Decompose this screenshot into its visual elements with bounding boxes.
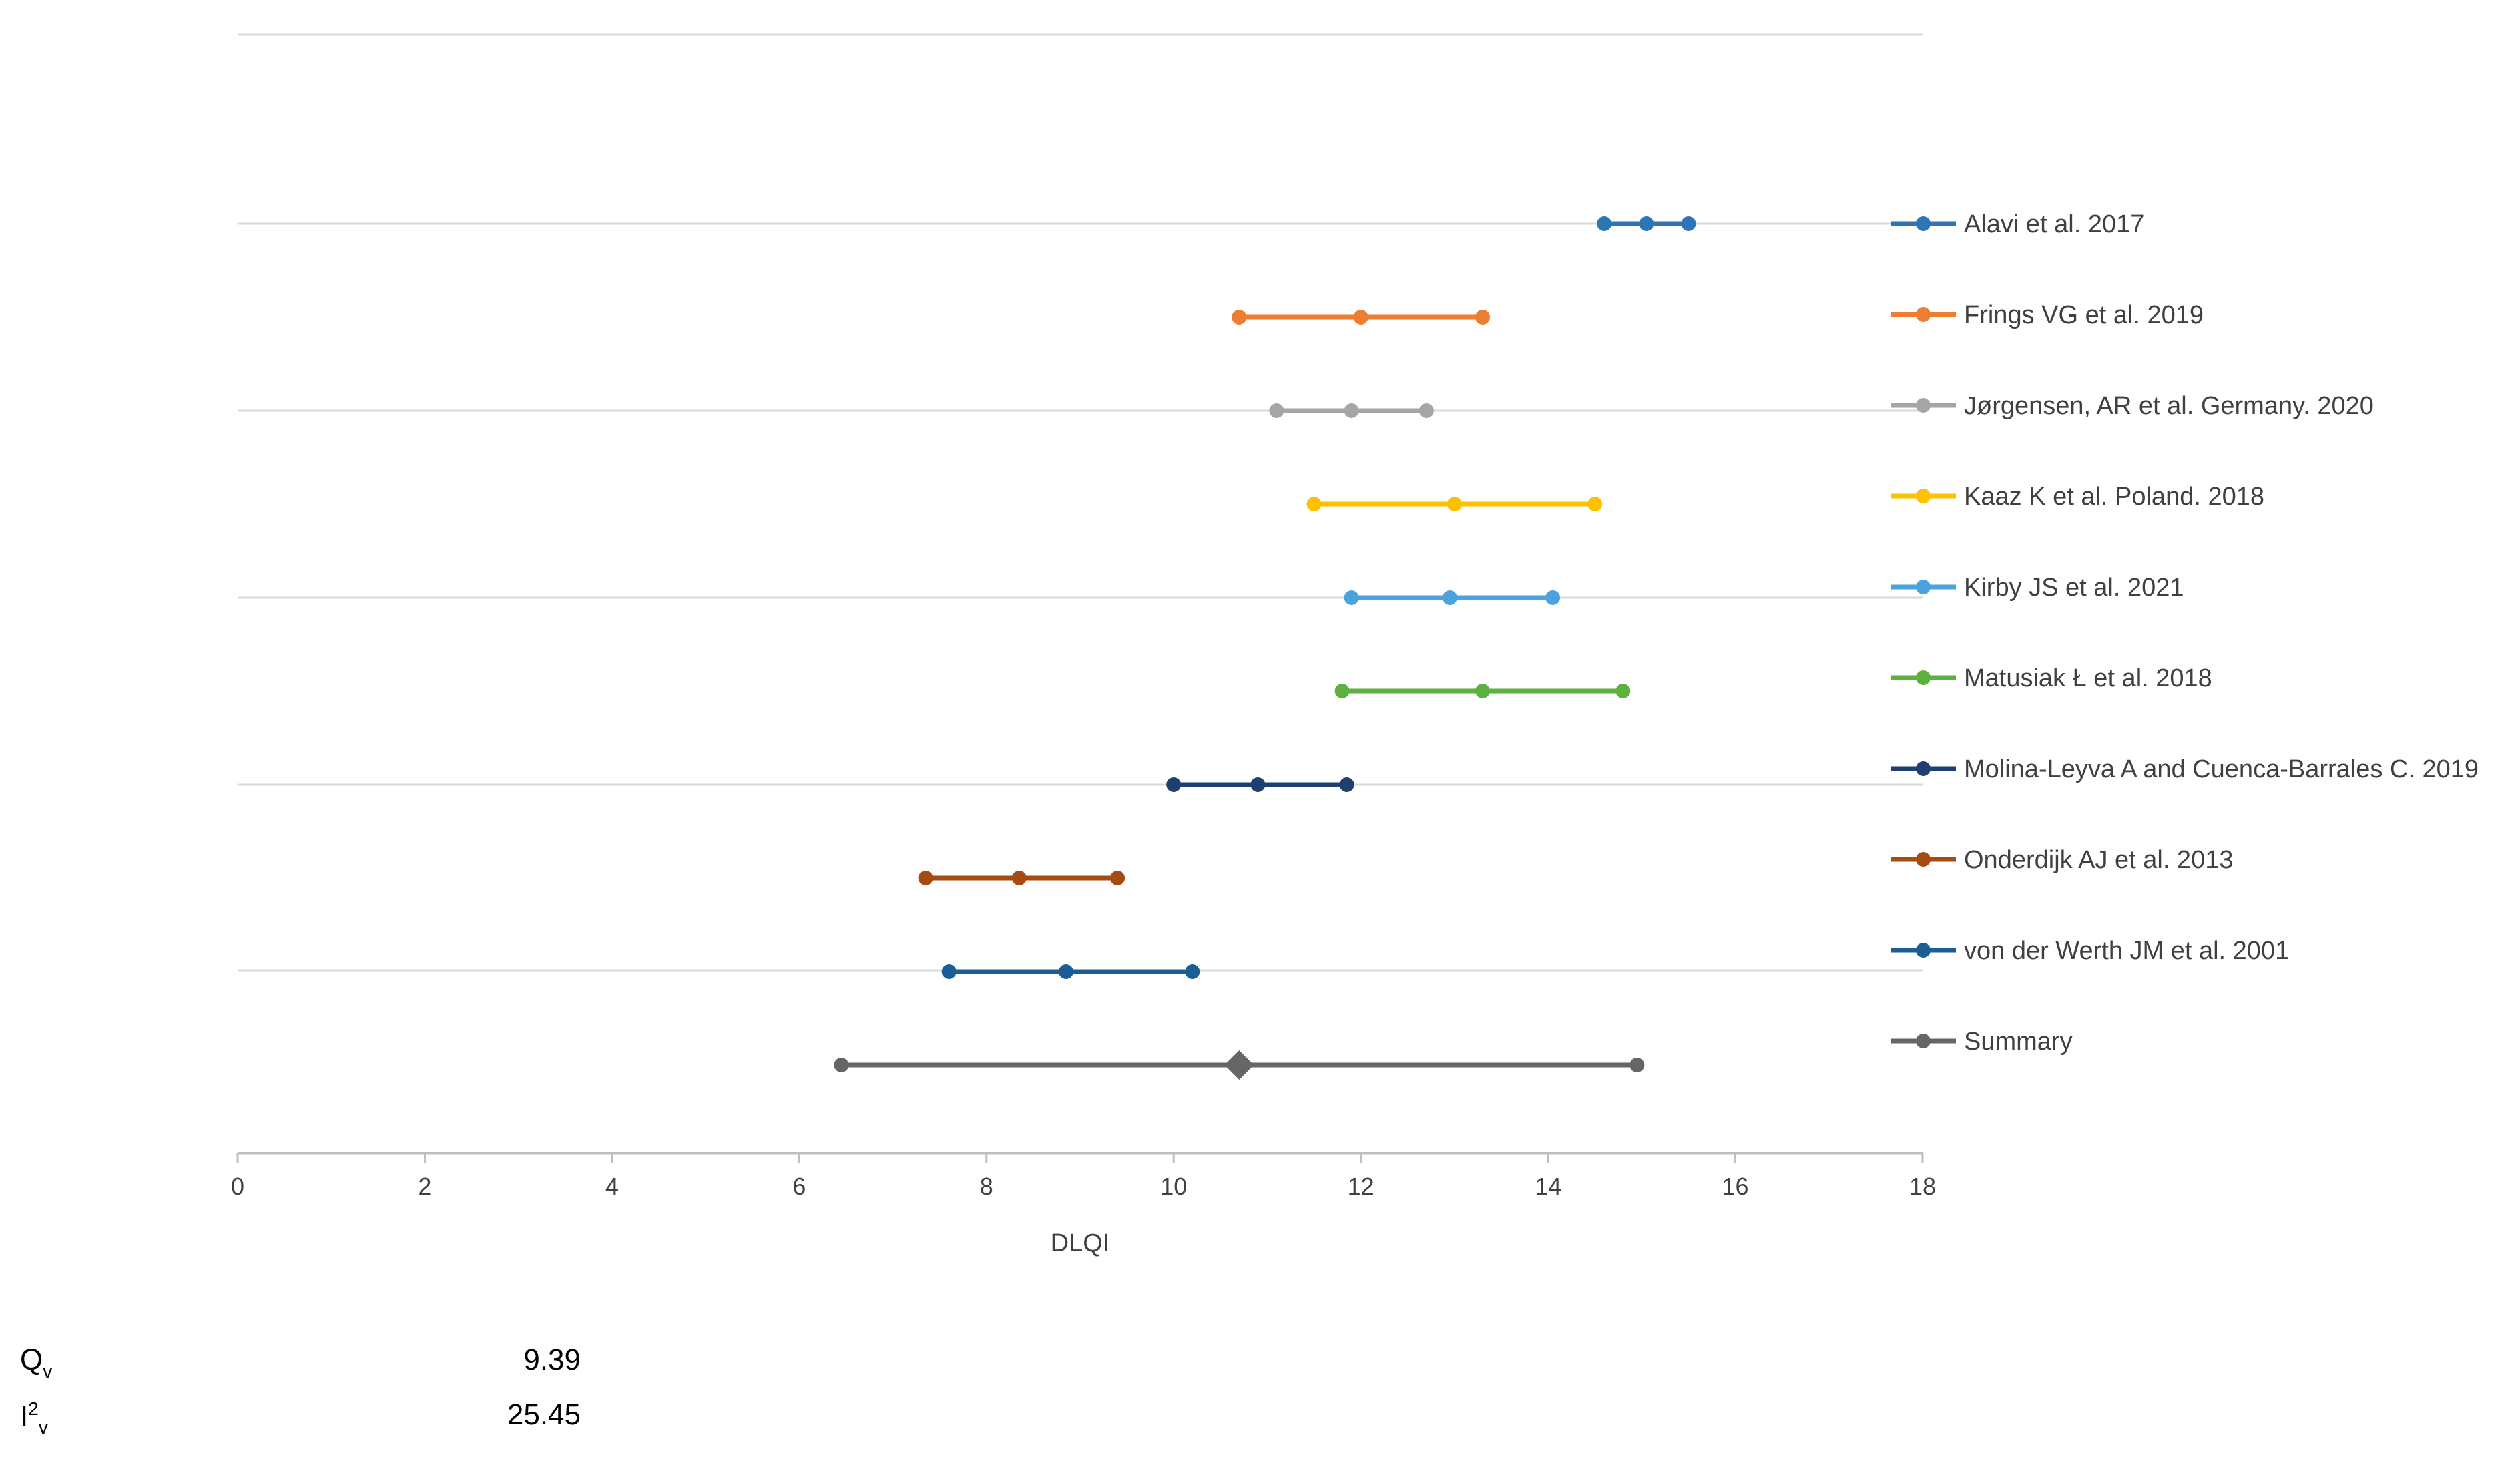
upper-ci-point-molina-leyva-a-and-cuenca-barrales-c-2019 — [1339, 777, 1354, 792]
series-summary — [834, 1050, 1645, 1080]
legend-entry-j-rgensen-ar-et-al-germany-2020: Jørgensen, AR et al. Germany. 2020 — [1891, 392, 2374, 420]
q-statistic-row: Qv 9.39 — [20, 1343, 581, 1398]
legend-label-alavi-et-al-2017: Alavi et al. 2017 — [1964, 210, 2144, 238]
lower-ci-point-onderdijk-aj-et-al-2013 — [918, 871, 933, 885]
upper-ci-point-von-der-werth-jm-et-al-2001 — [1185, 964, 1200, 979]
gridlines — [238, 33, 1923, 972]
series-kirby-js-et-al-2021 — [1344, 590, 1561, 605]
legend-label-frings-vg-et-al-2019: Frings VG et al. 2019 — [1964, 301, 2204, 329]
upper-ci-point-onderdijk-aj-et-al-2013 — [1110, 871, 1125, 885]
legend-entry-kaaz-k-et-al-poland-2018: Kaaz K et al. Poland. 2018 — [1891, 483, 2264, 511]
series-matusiak-et-al-2018 — [1334, 684, 1631, 698]
x-tick-label-12: 12 — [1348, 1173, 1374, 1200]
legend-label-kirby-js-et-al-2021: Kirby JS et al. 2021 — [1964, 574, 2184, 602]
legend-entry-matusiak-et-al-2018: Matusiak Ł et al. 2018 — [1891, 664, 2212, 692]
x-tick-label-16: 16 — [1722, 1173, 1749, 1200]
legend-label-j-rgensen-ar-et-al-germany-2020: Jørgensen, AR et al. Germany. 2020 — [1964, 392, 2374, 420]
mean-point-j-rgensen-ar-et-al-germany-2020 — [1344, 403, 1359, 418]
legend-entry-kirby-js-et-al-2021: Kirby JS et al. 2021 — [1891, 574, 2184, 602]
x-tick-label-8: 8 — [980, 1173, 993, 1200]
i2-statistic-label: I2v — [20, 1398, 48, 1438]
mean-point-kaaz-k-et-al-poland-2018 — [1447, 497, 1462, 511]
legend-label-onderdijk-aj-et-al-2013: Onderdijk AJ et al. 2013 — [1964, 846, 2233, 874]
lower-ci-point-matusiak-et-al-2018 — [1334, 684, 1350, 698]
heterogeneity-stats: Qv 9.39 I2v 25.45 — [20, 1343, 581, 1453]
lower-ci-point-j-rgensen-ar-et-al-germany-2020 — [1269, 403, 1284, 418]
x-tick-label-10: 10 — [1160, 1173, 1187, 1200]
legend-marker-molina-leyva-a-and-cuenca-barrales-c-2019 — [1916, 761, 1931, 776]
legend-marker-matusiak-et-al-2018 — [1916, 670, 1931, 685]
upper-ci-point-matusiak-et-al-2018 — [1615, 684, 1631, 698]
mean-point-von-der-werth-jm-et-al-2001 — [1058, 964, 1073, 979]
upper-ci-point-alavi-et-al-2017 — [1681, 216, 1696, 231]
upper-ci-point-frings-vg-et-al-2019 — [1475, 310, 1490, 325]
legend-marker-kaaz-k-et-al-poland-2018 — [1916, 489, 1931, 503]
lower-ci-point-alavi-et-al-2017 — [1597, 216, 1612, 231]
lower-ci-point-summary — [834, 1058, 849, 1072]
mean-point-onderdijk-aj-et-al-2013 — [1011, 871, 1027, 885]
x-tick-label-4: 4 — [605, 1173, 619, 1200]
mean-point-alavi-et-al-2017 — [1639, 216, 1654, 231]
series-von-der-werth-jm-et-al-2001 — [941, 964, 1200, 979]
x-axis: 0 2 4 6 8 10 12 14 16 18 DLQI — [231, 1152, 1936, 1257]
legend-marker-von-der-werth-jm-et-al-2001 — [1916, 943, 1931, 958]
legend-marker-frings-vg-et-al-2019 — [1916, 307, 1931, 322]
legend: Alavi et al. 2017 Frings VG et al. 2019 Jø… — [1891, 210, 2479, 1056]
series-onderdijk-aj-et-al-2013 — [918, 871, 1125, 885]
series-frings-vg-et-al-2019 — [1232, 310, 1490, 325]
x-tick-label-18: 18 — [1909, 1173, 1936, 1200]
x-axis-title: DLQI — [1051, 1229, 1110, 1257]
lower-ci-point-frings-vg-et-al-2019 — [1232, 310, 1247, 325]
upper-ci-point-j-rgensen-ar-et-al-germany-2020 — [1419, 403, 1434, 418]
legend-marker-j-rgensen-ar-et-al-germany-2020 — [1916, 398, 1931, 413]
lower-ci-point-molina-leyva-a-and-cuenca-barrales-c-2019 — [1166, 777, 1182, 792]
upper-ci-point-kirby-js-et-al-2021 — [1545, 590, 1561, 605]
legend-label-summary: Summary — [1964, 1028, 2073, 1056]
legend-label-matusiak-et-al-2018: Matusiak Ł et al. 2018 — [1964, 664, 2212, 692]
series-kaaz-k-et-al-poland-2018 — [1306, 497, 1603, 511]
x-tick-label-2: 2 — [418, 1173, 431, 1200]
legend-label-kaaz-k-et-al-poland-2018: Kaaz K et al. Poland. 2018 — [1964, 483, 2264, 511]
legend-entry-molina-leyva-a-and-cuenca-barrales-c-2019: Molina-Leyva A and Cuenca-Barrales C. 20… — [1891, 755, 2479, 783]
legend-marker-alavi-et-al-2017 — [1916, 216, 1931, 231]
mean-point-frings-vg-et-al-2019 — [1353, 310, 1368, 325]
upper-ci-point-kaaz-k-et-al-poland-2018 — [1587, 497, 1603, 511]
legend-entry-von-der-werth-jm-et-al-2001: von der Werth JM et al. 2001 — [1891, 937, 2289, 965]
q-statistic-label: Qv — [20, 1343, 53, 1382]
lower-ci-point-kirby-js-et-al-2021 — [1344, 590, 1359, 605]
i2-statistic-row: I2v 25.45 — [20, 1398, 581, 1453]
legend-entry-summary: Summary — [1891, 1028, 2073, 1056]
series-j-rgensen-ar-et-al-germany-2020 — [1269, 403, 1434, 418]
q-statistic-value: 9.39 — [523, 1343, 581, 1376]
mean-point-kirby-js-et-al-2021 — [1442, 590, 1457, 605]
mean-point-matusiak-et-al-2018 — [1475, 684, 1490, 698]
legend-marker-kirby-js-et-al-2021 — [1916, 580, 1931, 594]
legend-entry-onderdijk-aj-et-al-2013: Onderdijk AJ et al. 2013 — [1891, 846, 2233, 874]
lower-ci-point-kaaz-k-et-al-poland-2018 — [1306, 497, 1322, 511]
legend-marker-onderdijk-aj-et-al-2013 — [1916, 852, 1931, 867]
study-series — [834, 216, 1696, 1080]
x-tick-label-0: 0 — [231, 1173, 244, 1200]
lower-ci-point-von-der-werth-jm-et-al-2001 — [941, 964, 957, 979]
i2-statistic-value: 25.45 — [507, 1398, 581, 1431]
legend-label-von-der-werth-jm-et-al-2001: von der Werth JM et al. 2001 — [1964, 937, 2289, 965]
legend-label-molina-leyva-a-and-cuenca-barrales-c-2019: Molina-Leyva A and Cuenca-Barrales C. 20… — [1964, 755, 2479, 783]
x-axis-ticks: 0 2 4 6 8 10 12 14 16 18 — [231, 1153, 1936, 1200]
legend-entry-alavi-et-al-2017: Alavi et al. 2017 — [1891, 210, 2144, 238]
x-tick-label-14: 14 — [1535, 1173, 1561, 1200]
x-tick-label-6: 6 — [792, 1173, 806, 1200]
mean-point-summary — [1224, 1050, 1254, 1080]
legend-entry-frings-vg-et-al-2019: Frings VG et al. 2019 — [1891, 301, 2204, 329]
mean-point-molina-leyva-a-and-cuenca-barrales-c-2019 — [1250, 777, 1266, 792]
series-molina-leyva-a-and-cuenca-barrales-c-2019 — [1166, 777, 1354, 792]
legend-marker-summary — [1916, 1034, 1931, 1048]
series-alavi-et-al-2017 — [1597, 216, 1696, 231]
upper-ci-point-summary — [1629, 1058, 1645, 1072]
